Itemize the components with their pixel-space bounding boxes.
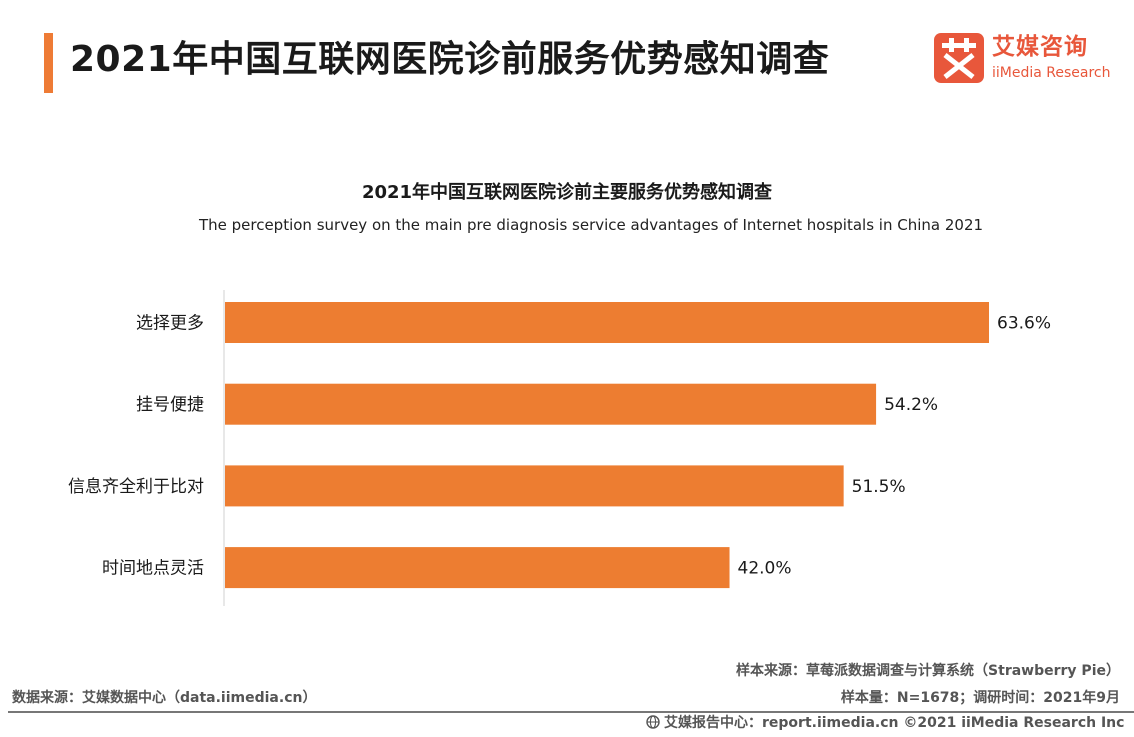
footer-text: 艾媒报告中心：report.iimedia.cn ©2021 iiMedia R… [664, 715, 1125, 731]
bar-4 [225, 547, 730, 589]
category-label-2: 挂号便捷 [136, 395, 204, 415]
category-label-3: 信息齐全利于比对 [68, 477, 204, 497]
bar-3 [225, 465, 844, 507]
bar-1 [225, 302, 989, 343]
value-label-1: 63.6% [997, 314, 1051, 334]
globe-icon [646, 715, 660, 729]
value-label-3: 51.5% [852, 477, 906, 497]
footer: 艾媒报告中心：report.iimedia.cn ©2021 iiMedia R… [646, 713, 1124, 733]
title-accent-bar [44, 33, 53, 93]
bar-2 [225, 383, 877, 425]
footer-divider [8, 711, 1134, 713]
sample-source: 样本来源：草莓派数据调查与计算系统（Strawberry Pie） [736, 663, 1120, 679]
value-label-4: 42.0% [738, 559, 792, 579]
category-label-4: 时间地点灵活 [102, 559, 204, 579]
data-source: 数据来源：艾媒数据中心（data.iimedia.cn） [12, 690, 317, 706]
value-label-2: 54.2% [884, 395, 938, 415]
chart-subtitle: The perception survey on the main pre di… [198, 216, 984, 234]
brand-name-en: iiMedia Research [992, 65, 1111, 81]
sample-size: 样本量：N=1678；调研时间：2021年9月 [840, 690, 1120, 706]
chart-title: 2021年中国互联网医院诊前主要服务优势感知调查 [361, 182, 773, 203]
brand-name-cn: 艾媒咨询 [992, 34, 1088, 60]
page-title: 2021年中国互联网医院诊前服务优势感知调查 [70, 39, 830, 80]
category-label-1: 选择更多 [136, 314, 204, 334]
ai-character-logo-icon [934, 33, 984, 83]
